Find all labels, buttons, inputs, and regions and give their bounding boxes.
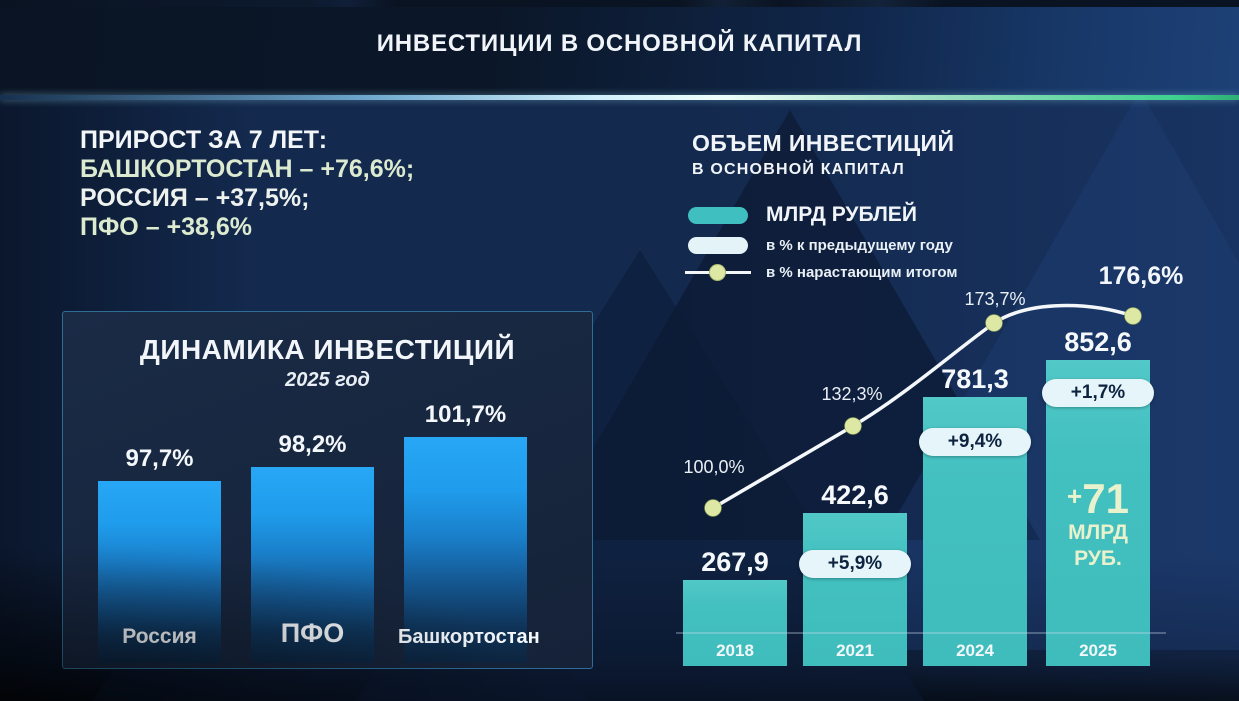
annotation-unit: РУБ. bbox=[1074, 547, 1122, 570]
legend-item-pct-prev-year: в % к предыдущему году bbox=[688, 237, 957, 254]
growth-badge: +9,4% bbox=[919, 428, 1031, 456]
bar-2025: 852,6 +1,7% +71 МЛРД РУБ. 2025 bbox=[1042, 327, 1154, 666]
legend-label: в % к предыдущему году bbox=[766, 237, 953, 254]
bar-category-label: ПФО bbox=[280, 618, 345, 648]
legend-label: МЛРД РУБЛЕЙ bbox=[766, 203, 917, 226]
bar-year-label: 2024 bbox=[956, 641, 994, 660]
growth-line-pfo: ПФО – +38,6% bbox=[80, 213, 253, 241]
volume-subtitle: В ОСНОВНОЙ КАПИТАЛ bbox=[692, 161, 905, 178]
annotation-plus-71-mlrd: +71 МЛРД РУБ. bbox=[1046, 478, 1150, 572]
light-pill-swatch bbox=[688, 237, 748, 254]
volume-title-block: ОБЪЕМ ИНВЕСТИЦИЙ В ОСНОВНОЙ КАПИТАЛ bbox=[692, 130, 954, 179]
growth-line-bashkortostan: БАШКОРТОСТАН – +76,6%; bbox=[80, 155, 415, 183]
teal-pill-swatch bbox=[688, 206, 748, 224]
bar-value-label: 422,6 bbox=[821, 480, 889, 510]
bar-bashkortostan: 101,7% Башкортостан bbox=[398, 401, 540, 663]
bar-year-label: 2018 bbox=[716, 641, 754, 660]
bar-2024: 781,3 +9,4% 2024 bbox=[919, 364, 1031, 666]
bar-2018: 267,9 2018 bbox=[683, 547, 787, 666]
line-dot-swatch bbox=[685, 264, 751, 281]
legend-item-mlrd: МЛРД РУБЛЕЙ bbox=[688, 203, 957, 227]
bar-russia: 97,7% Россия bbox=[98, 445, 221, 663]
line-value-label-2024: 173,7% bbox=[964, 289, 1026, 309]
bar-year-label: 2021 bbox=[836, 641, 874, 660]
growth-block: ПРИРОСТ ЗА 7 ЛЕТ: БАШКОРТОСТАН – +76,6%;… bbox=[80, 126, 414, 242]
line-value-label-2025: 176,6% bbox=[1098, 262, 1184, 290]
dynamics-chart-title: ДИНАМИКА ИНВЕСТИЦИЙ bbox=[139, 334, 516, 365]
line-value-label-2021: 132,3% bbox=[821, 384, 883, 404]
growth-badge: +1,7% bbox=[1042, 379, 1154, 407]
bar-category-label: Башкортостан bbox=[398, 626, 540, 648]
growth-line-russia: РОССИЯ – +37,5%; bbox=[80, 184, 310, 212]
bar-value-label: 852,6 bbox=[1064, 327, 1132, 357]
growth-badge: +5,9% bbox=[799, 550, 911, 578]
bar-value-label: 98,2% bbox=[278, 431, 347, 458]
bar-value-label: 267,9 bbox=[701, 547, 769, 577]
annotation-value: 71 bbox=[1082, 475, 1129, 522]
page-title: ИНВЕСТИЦИИ В ОСНОВНОЙ КАПИТАЛ bbox=[376, 30, 863, 57]
top-strip bbox=[0, 0, 1239, 7]
bar-value-label: 97,7% bbox=[125, 445, 194, 472]
line-value-label-2018: 100,0% bbox=[683, 457, 745, 477]
annotation-unit: МЛРД bbox=[1068, 521, 1128, 544]
legend-label: в % нарастающим итогом bbox=[766, 264, 958, 281]
dynamics-chart-subtitle: 2025 год bbox=[285, 369, 370, 391]
header-divider-line bbox=[0, 95, 1239, 100]
bar-year-label: 2025 bbox=[1079, 641, 1117, 660]
dynamics-chart-panel: ДИНАМИКА ИНВЕСТИЦИЙ 2025 год 97,7% Росси… bbox=[62, 311, 593, 669]
growth-heading: ПРИРОСТ ЗА 7 ЛЕТ: bbox=[80, 126, 328, 154]
marker-dot-icon bbox=[709, 264, 726, 281]
bar-2021: 422,6 +5,9% 2021 bbox=[799, 480, 911, 666]
bar-category-label: Россия bbox=[122, 625, 197, 648]
bar-value-label: 101,7% bbox=[424, 401, 507, 428]
bar-pfo: 98,2% ПФО bbox=[251, 431, 374, 663]
bar-value-label: 781,3 bbox=[941, 364, 1009, 394]
annotation-plus-sign: + bbox=[1067, 481, 1083, 511]
reference-line bbox=[676, 632, 1166, 634]
legend-item-pct-cumulative: в % нарастающим итогом bbox=[685, 264, 958, 281]
chart-legend: МЛРД РУБЛЕЙ в % к предыдущему году в % н… bbox=[685, 203, 958, 291]
volume-title: ОБЪЕМ ИНВЕСТИЦИЙ bbox=[692, 130, 955, 156]
